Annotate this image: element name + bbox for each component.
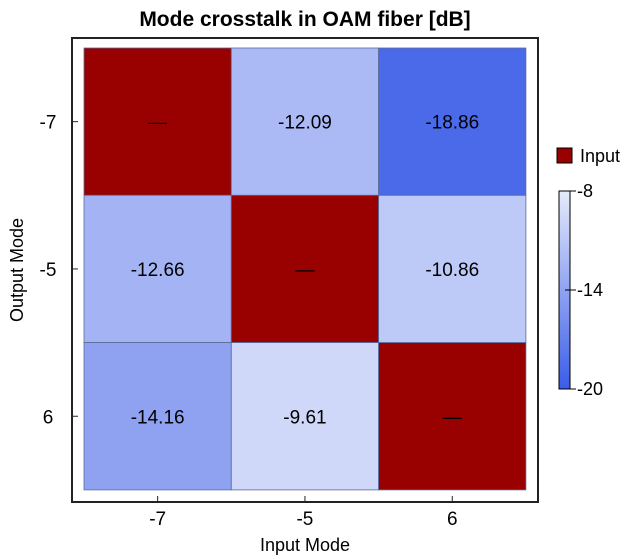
heatmap-cell [230,342,380,491]
cell-value-label: — [295,260,314,281]
y-tick-label: -7 [40,113,57,134]
legend-swatch-input [556,147,573,164]
cell-value-label: -9.61 [283,407,326,428]
y-tick-label: -5 [40,260,57,281]
colorbar-tick-label: -14 [577,280,603,300]
x-tick-label: -7 [149,509,166,530]
cell-value-label: -14.16 [131,407,185,428]
x-axis-label: Input Mode [260,535,350,555]
cell-value-label: — [443,407,462,428]
colorbar-tick-label: -20 [577,379,603,399]
y-tick-label: 6 [43,407,54,428]
colorbar-tick-label: -8 [577,181,593,201]
heatmap-cell [378,342,527,491]
cell-value-label: -18.86 [425,113,479,134]
heatmap-cell [378,194,527,344]
y-axis-label: Output Mode [7,218,27,322]
heatmap-cell [83,47,232,196]
cell-value-label: -12.66 [131,260,185,281]
cell-value-label: -12.09 [278,113,332,134]
chart-title: Mode crosstalk in OAM fiber [dB] [139,8,470,31]
cell-value-label: -10.86 [425,260,479,281]
heatmap-cell [230,47,380,196]
heatmap-cell [378,47,527,196]
legend-label-input: Input [580,146,620,166]
heatmap-cell [83,342,232,491]
x-tick-label: 6 [447,509,458,530]
x-tick-label: -5 [296,509,313,530]
cell-value-label: — [148,113,167,134]
heatmap-cell [83,194,232,344]
